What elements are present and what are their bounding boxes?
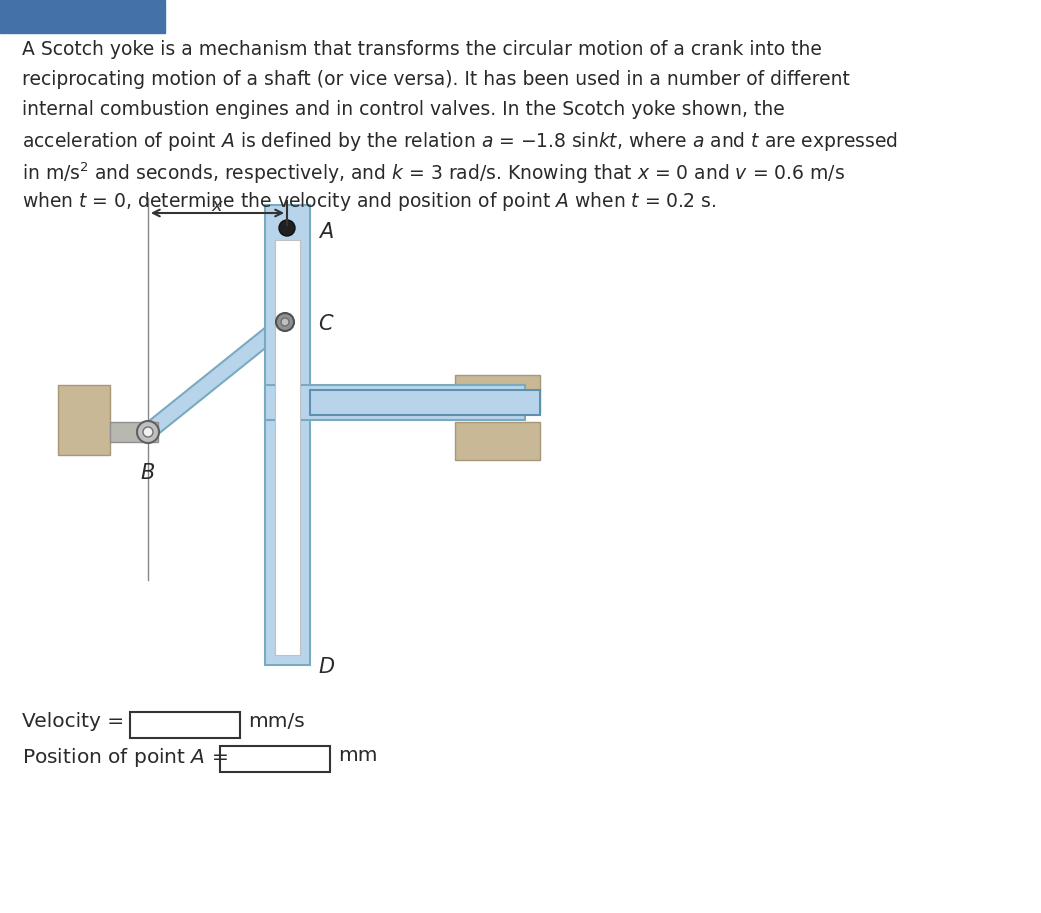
Text: in m/s$^2$ and seconds, respectively, and $k$ = 3 rad/s. Knowing that $x$ = 0 an: in m/s$^2$ and seconds, respectively, an…	[22, 160, 845, 185]
Text: $D$: $D$	[318, 657, 335, 677]
Text: mm: mm	[338, 746, 378, 765]
Text: Position of point $A$ =: Position of point $A$ =	[22, 746, 228, 769]
Text: $B$: $B$	[139, 463, 155, 483]
Bar	[265, 385, 525, 420]
Bar	[275, 240, 300, 655]
Text: $x$: $x$	[211, 197, 224, 215]
Bar	[310, 390, 540, 415]
Text: Velocity =: Velocity =	[22, 712, 124, 731]
Text: $A$: $A$	[318, 222, 334, 242]
Text: reciprocating motion of a shaft (or vice versa). It has been used in a number of: reciprocating motion of a shaft (or vice…	[22, 70, 849, 89]
Bar	[265, 205, 310, 665]
Circle shape	[276, 313, 294, 331]
Text: internal combustion engines and in control valves. In the Scotch yoke shown, the: internal combustion engines and in contr…	[22, 100, 785, 119]
Circle shape	[143, 427, 153, 437]
Bar	[110, 422, 158, 442]
Text: when $t$ = 0, determine the velocity and position of point $A$ when $t$ = 0.2 s.: when $t$ = 0, determine the velocity and…	[22, 190, 716, 213]
Bar	[220, 746, 330, 772]
Polygon shape	[143, 316, 290, 438]
Text: mm/s: mm/s	[248, 712, 305, 731]
Circle shape	[137, 421, 159, 443]
Text: $C$: $C$	[318, 314, 334, 334]
Bar	[455, 422, 540, 460]
Text: acceleration of point $A$ is defined by the relation $a$ = $-$1.8 sin$kt$, where: acceleration of point $A$ is defined by …	[22, 130, 897, 153]
Circle shape	[281, 318, 289, 326]
Text: A Scotch yoke is a mechanism that transforms the circular motion of a crank into: A Scotch yoke is a mechanism that transf…	[22, 40, 822, 59]
Bar	[0, 0, 166, 33]
Bar	[58, 385, 110, 455]
Bar	[455, 375, 540, 413]
Circle shape	[279, 220, 295, 236]
Bar	[130, 712, 240, 738]
